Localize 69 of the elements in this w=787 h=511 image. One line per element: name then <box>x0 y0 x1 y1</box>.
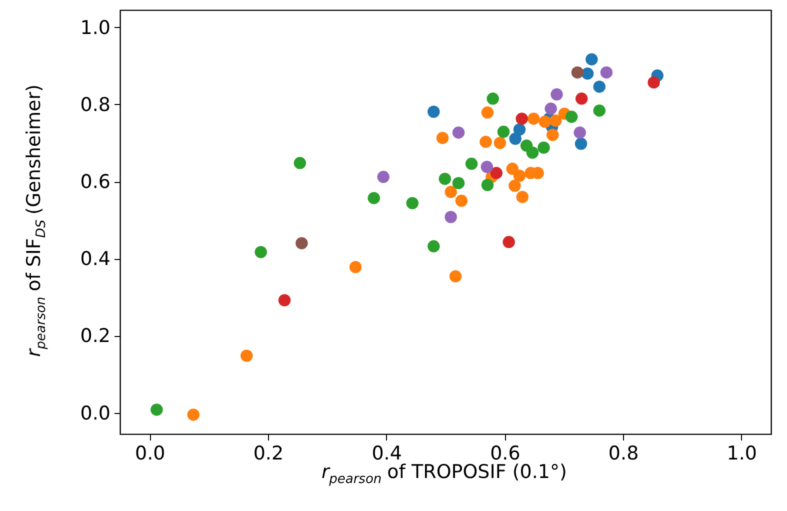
point <box>377 170 390 184</box>
point <box>581 67 594 80</box>
x-tick-label: 0.0 <box>134 442 166 464</box>
point <box>574 126 586 139</box>
point <box>444 210 457 224</box>
point <box>438 172 452 185</box>
point <box>538 116 552 128</box>
point <box>240 350 253 362</box>
point <box>406 197 418 210</box>
x-tick-label: 0.8 <box>608 442 639 464</box>
point <box>502 236 515 248</box>
point <box>648 76 660 89</box>
point <box>544 102 557 115</box>
point <box>494 136 506 150</box>
point <box>444 186 457 198</box>
point <box>436 132 449 144</box>
point <box>428 106 440 118</box>
point <box>600 66 613 79</box>
point <box>481 178 494 192</box>
point <box>528 112 540 125</box>
y-tick-label: 0.0 <box>80 402 110 424</box>
point <box>574 138 588 150</box>
point <box>428 240 440 252</box>
point <box>296 237 308 250</box>
y-tick-label: 0.2 <box>80 325 110 348</box>
point <box>513 170 526 182</box>
point <box>480 160 494 173</box>
point <box>538 141 550 154</box>
point <box>294 156 306 170</box>
point <box>490 166 503 180</box>
point <box>549 114 562 127</box>
point <box>509 132 522 145</box>
y-tick-label: 1.0 <box>80 16 110 39</box>
point <box>571 66 584 79</box>
point <box>452 176 465 190</box>
x-tick-label: 0.4 <box>372 442 402 464</box>
point <box>486 92 499 105</box>
y-tick-label: 0.6 <box>80 171 110 194</box>
point <box>455 194 468 207</box>
y-axis-title: rpearson of SIFDS (Gensheimer) <box>23 84 49 357</box>
point <box>187 408 200 421</box>
point <box>506 162 518 175</box>
x-tick-label: 1.0 <box>726 442 758 464</box>
point <box>465 158 478 170</box>
y-tick-label: 0.4 <box>80 248 110 270</box>
point <box>254 246 267 258</box>
point <box>526 146 539 159</box>
point <box>497 126 510 138</box>
point <box>516 112 528 125</box>
point <box>150 404 163 416</box>
point <box>368 192 380 204</box>
point <box>550 88 563 101</box>
point <box>481 106 494 119</box>
point <box>593 104 606 117</box>
point <box>593 80 606 93</box>
point <box>546 128 559 141</box>
point <box>565 110 578 123</box>
point <box>516 190 529 204</box>
point <box>452 126 465 139</box>
x-tick-label: 0.6 <box>490 442 520 464</box>
point <box>349 260 362 274</box>
point <box>508 180 521 192</box>
point <box>449 270 462 282</box>
point <box>575 92 588 105</box>
y-tick-label: 0.8 <box>80 94 110 116</box>
point <box>586 53 598 66</box>
point <box>480 136 492 148</box>
point <box>278 294 291 306</box>
x-tick-label: 0.2 <box>253 442 284 464</box>
